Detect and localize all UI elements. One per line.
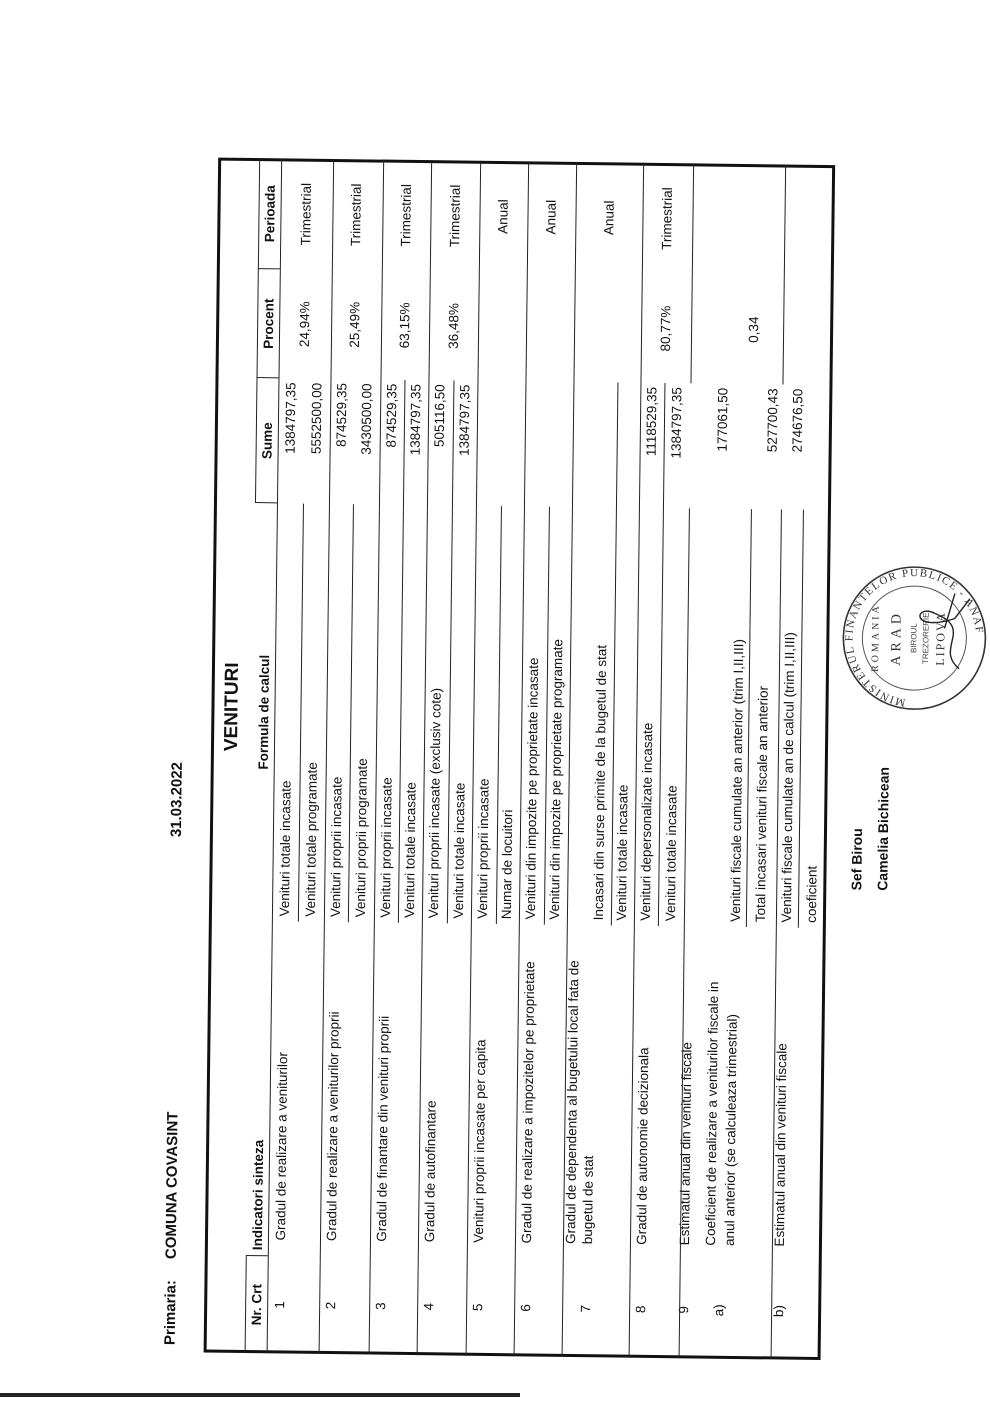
column-header-indicator: Indicatori sinteza [249,1139,267,1251]
sum-value: 1118529,35 [643,386,660,457]
indicator-text: Gradul de autofinantare [421,1100,439,1243]
sum-value: 874529,35 [333,383,350,448]
report-date: 31.03.2022 [167,761,186,838]
row-number: 4 [421,1302,437,1311]
sum-value: 1384797,35 [668,387,685,459]
signature-role: Sef Birou [848,828,866,891]
column-header-sume: Sume [259,422,275,460]
period-value: Trimestrial [447,184,463,248]
sum-value: 874529,35 [383,383,400,448]
primaria-label: Primaria: [161,1279,180,1346]
header-divider [245,1254,268,1257]
row-number: 2 [323,1301,339,1310]
sum-value: 177061,50 [714,387,731,452]
row-number: 6 [518,1304,534,1312]
row-number: a) [711,1304,727,1317]
sum-value: 3430500,00 [358,383,375,455]
header-divider [254,501,277,504]
row-number: 8 [633,1305,649,1314]
formula-text: Venituri din impozite pe proprietate inc… [522,657,542,920]
percent-value: 25,49% [346,301,363,348]
formula-text: Venituri din impozite pe proprietate pro… [546,638,566,920]
percent-value: 24,94% [296,301,313,348]
formula-text: Venituri totale incasate [450,782,468,919]
formula-text: coeficient [803,865,820,923]
row-number: b) [771,1304,787,1318]
sum-value: 1384797,35 [407,383,424,456]
column-header-nr: Nr. Crt [248,1283,265,1326]
indicator-text: Gradul de realizare a veniturilor propri… [323,1011,342,1242]
period-value: Trimestrial [659,187,675,250]
row-number: 1 [272,1301,288,1309]
period-value: Trimestrial [348,183,364,247]
formula-text: Venituri proprii incasate [377,777,395,918]
period-value: Trimestrial [298,182,314,246]
formula-text: Venituri totale incasate [276,780,294,917]
percent-value: 36,48% [445,302,462,349]
period-value: Anual [495,199,511,234]
commune-name: COMUNA COVASINT [162,1111,182,1260]
column-header-procent: Procent [260,298,277,349]
indicator-text: Gradul de realizare a impozitelor pe pro… [518,961,538,1244]
sum-value: 505116,50 [431,384,448,448]
period-value: Anual [543,199,559,235]
formula-text: Venituri totale incasate [662,785,680,922]
row-number: 7 [578,1304,594,1313]
official-stamp: MINISTERUL FINANTELOR PUBLICE - ANAF ROM… [843,566,987,710]
indicator-text: Gradul de realizare a veniturilor [272,1051,291,1241]
scan-edge-line [0,1393,520,1397]
formula-text: Venituri totale incasate [401,782,419,919]
header-divider [257,267,280,270]
row-number: 3 [373,1302,389,1311]
svg-text:ARAD: ARAD [889,610,905,666]
indicator-text: Coeficient de realizare a veniturilor fi… [702,981,722,1246]
percent-value: 0,34 [745,316,762,343]
period-value: Trimestrial [398,184,414,247]
indicator-text: bugetul de stat [579,1155,597,1245]
indicator-text: Venituri proprii incasate per capita [470,1039,489,1243]
formula-text: Total incasari venituri fiscale an anter… [752,685,771,923]
sum-value: 527700,43 [764,388,781,453]
sum-value: 1384797,35 [282,382,299,454]
indicator-text: Gradul de finantare din venituri proprii [373,1015,392,1242]
indicator-text: Gradul de autonomie decizionala [633,1047,652,1245]
sum-value: 5552500,00 [308,382,325,455]
formula-text: Venituri proprii incasate (exclusiv cote… [425,687,444,919]
header-divider [256,376,279,379]
formula-text: Numar de locuitori [498,809,516,920]
svg-text:BIROUL: BIROUL [909,623,918,653]
indicator-text: anul anterior (se calculeaza trimestrial… [721,1013,740,1246]
sum-value: 1384797,35 [456,384,473,457]
table-body: 1 Gradul de realizare a veniturilor Venitu… [0,0,819,1400]
period-value: Anual [601,200,617,236]
percent-value: 63,15% [396,302,413,349]
percent-value: 80,77% [657,305,674,352]
formula-text: Venituri proprii incasate [474,778,492,919]
svg-text:TREZORERIE: TREZORERIE [921,612,931,664]
formula-text: Venituri totale programate [302,762,320,917]
row-number: 5 [470,1303,486,1312]
svg-text:LIPOVA: LIPOVA [933,611,948,666]
formula-text: Incasari din surse primite de la bugetul… [590,644,610,921]
signature-name: Camelia Bichicean [874,766,892,891]
svg-text:ROMANIA: ROMANIA [870,603,882,672]
column-header-perioada: Perioada [262,185,278,243]
formula-text: Venituri proprii incasate [327,776,345,918]
sum-value: 274676,50 [789,388,806,453]
formula-text: Venituri depersonalizate incasate [637,722,656,921]
formula-text: Venituri totale incasate [613,784,631,921]
formula-text: Venituri proprii programate [352,758,370,918]
